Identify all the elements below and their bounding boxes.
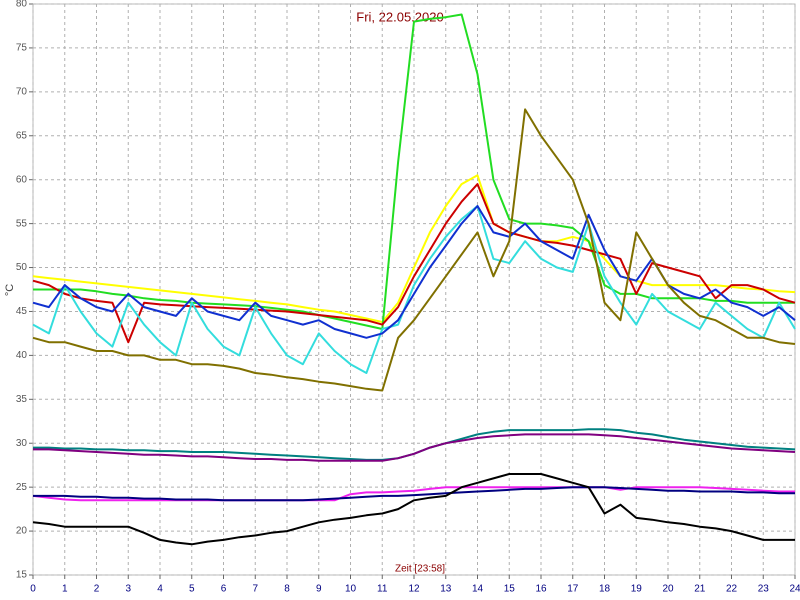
x-tick-label: 13 [440, 584, 452, 595]
series-line [33, 486, 795, 502]
x-tick-label: 10 [345, 584, 357, 595]
x-tick-label: 11 [377, 584, 388, 595]
x-tick-label: 3 [125, 584, 131, 595]
x-tick-label: 20 [662, 584, 674, 595]
y-tick-label: 70 [16, 86, 28, 97]
x-tick-label: 6 [221, 584, 227, 595]
x-tick-label: 15 [504, 584, 516, 595]
x-tick-label: 24 [789, 584, 800, 595]
y-tick-label: 55 [16, 218, 28, 229]
x-tick-label: 22 [726, 584, 738, 595]
y-tick-label: 35 [16, 394, 28, 405]
y-tick-label: 40 [16, 350, 28, 361]
x-axis-label: Zeit [23:58] [395, 564, 445, 575]
series-line [33, 13, 795, 330]
y-tick-label: 25 [16, 482, 28, 493]
series-line [32, 183, 796, 344]
x-tick-label: 21 [694, 584, 706, 595]
x-tick-label: 7 [252, 584, 258, 595]
x-tick-label: 5 [189, 584, 195, 595]
series-line [32, 486, 795, 502]
series-line [32, 473, 795, 546]
y-tick-label: 30 [16, 438, 28, 449]
y-tick-label: 60 [16, 174, 28, 185]
y-tick-label: 20 [16, 526, 28, 537]
x-tick-label: 0 [30, 584, 36, 595]
x-tick-label: 18 [599, 584, 611, 595]
y-tick-label: 45 [16, 306, 28, 317]
y-tick-label: 75 [16, 43, 28, 54]
y-tick-label: 15 [16, 570, 28, 581]
x-tick-label: 8 [284, 584, 290, 595]
x-tick-label: 23 [758, 584, 770, 595]
x-tick-label: 4 [157, 584, 163, 595]
chart-title: Fri, 22.05.2020 [356, 9, 443, 24]
x-tick-label: 16 [535, 584, 547, 595]
y-axis-label: °C [4, 284, 16, 296]
x-tick-label: 2 [94, 584, 100, 595]
series-line [32, 108, 796, 392]
series-line [32, 205, 796, 374]
x-tick-label: 9 [316, 584, 322, 595]
y-tick-label: 50 [16, 262, 28, 273]
y-tick-label: 80 [16, 0, 28, 10]
y-tick-label: 65 [16, 130, 28, 141]
series-line [33, 433, 796, 462]
x-tick-label: 17 [567, 584, 579, 595]
x-tick-label: 1 [62, 584, 68, 595]
x-tick-label: 12 [408, 584, 420, 595]
x-tick-label: 14 [472, 584, 484, 595]
x-tick-label: 19 [631, 584, 643, 595]
